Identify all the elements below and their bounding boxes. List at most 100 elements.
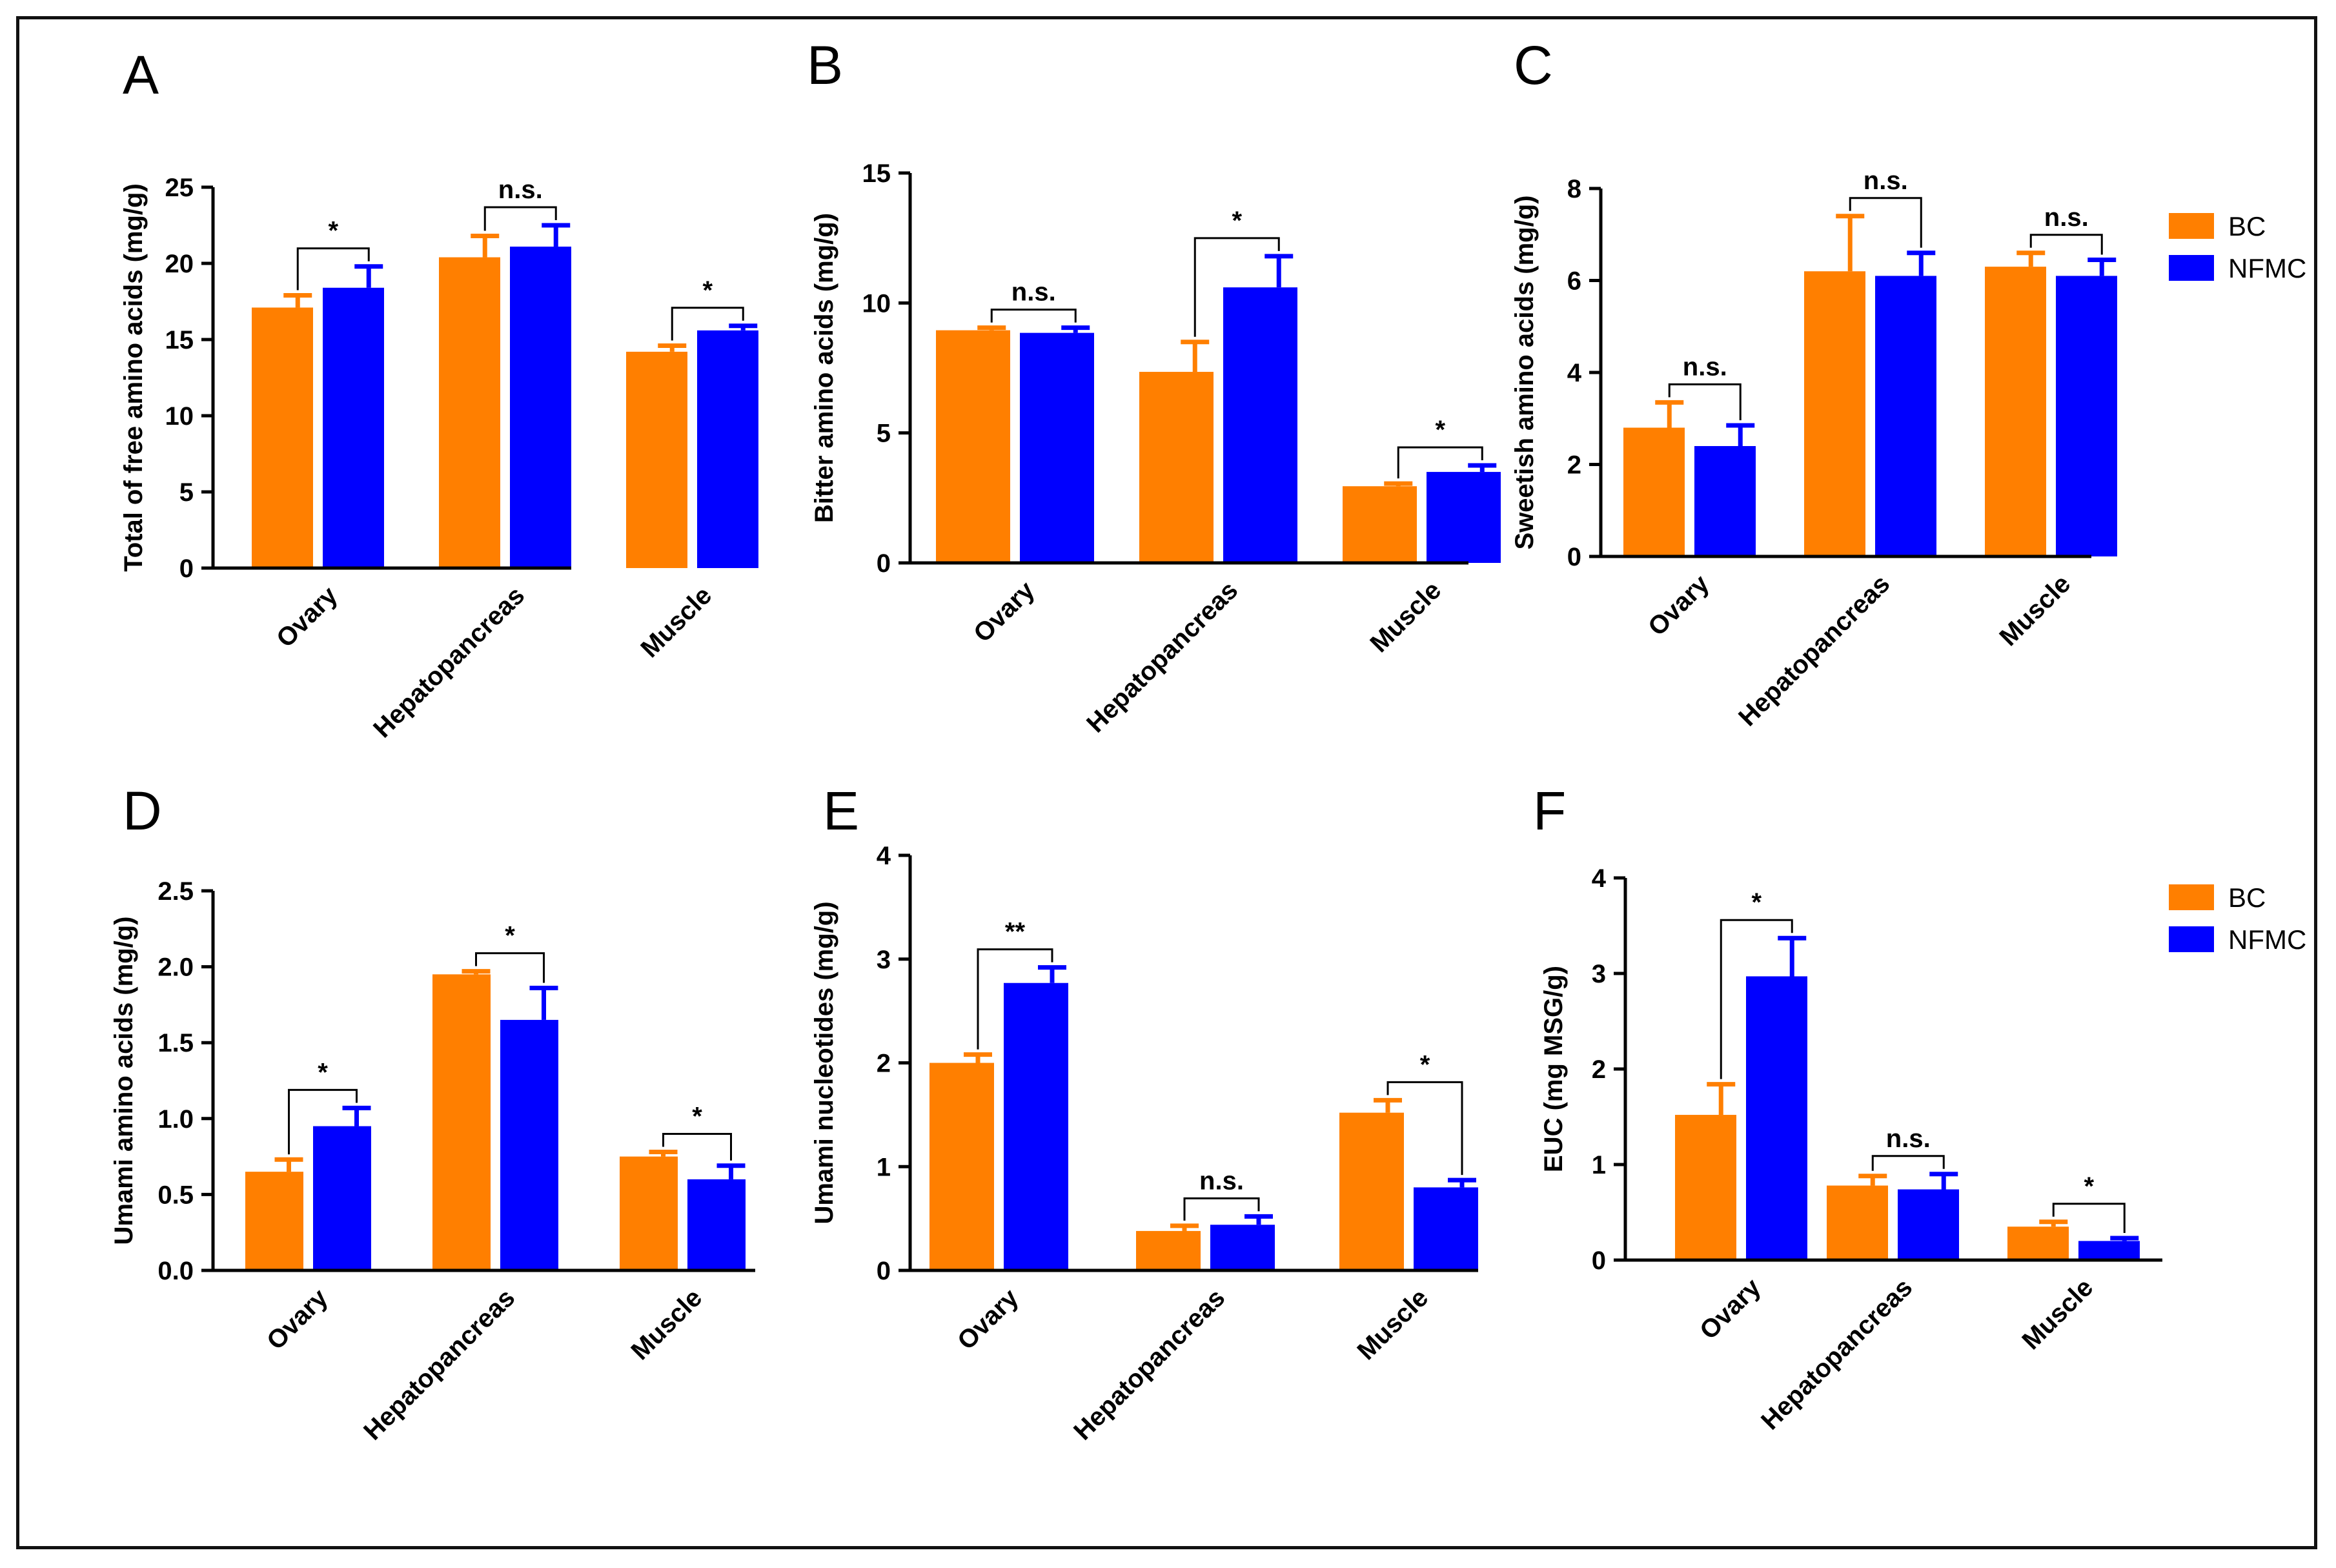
category-label-hepatopancreas: Hepatopancreas: [1733, 569, 1895, 731]
significance-label: *: [1420, 1050, 1430, 1079]
significance-label: n.s.: [1886, 1125, 1931, 1153]
bar-bc-hepatopancreas: [1136, 1230, 1201, 1270]
legend-swatch-nfmc: [2169, 926, 2214, 952]
bar-nfmc-hepatopancreas: [510, 247, 571, 568]
panel-E: E ** Ovary n.s. Hepatopancreas * Muscle 0 1 2 3 4 Um…: [810, 780, 1478, 1445]
significance-label: *: [1751, 888, 1762, 917]
panel-D: D * Ovary * Hepatopancreas * Muscle 0.0 0.5 1.0 1.…: [110, 780, 755, 1445]
category-label-muscle: Muscle: [2016, 1273, 2098, 1355]
bar-nfmc-ovary: [1020, 332, 1094, 563]
bar-nfmc-muscle: [2078, 1241, 2140, 1260]
y-axis-title: Umami nucleotides (mg/g): [810, 901, 838, 1224]
y-tick-label: 25: [165, 174, 194, 202]
y-tick-label: 2.0: [157, 953, 194, 982]
y-tick-label: 0: [1592, 1247, 1606, 1275]
bar-bc-hepatopancreas: [1139, 372, 1214, 563]
panel-F: F * Ovary n.s. Hepatopancreas * Muscle 0 1 2 3 4 EUC…: [1533, 780, 2162, 1435]
y-tick-label: 0: [179, 555, 194, 583]
figure-frame: [16, 16, 2317, 1549]
y-tick-label: 10: [862, 289, 891, 318]
bar-bc-hepatopancreas: [432, 974, 491, 1270]
legend-2: BC NFMC: [2169, 882, 2306, 955]
significance-label: n.s.: [1864, 167, 1908, 195]
bar-bc-hepatopancreas: [439, 257, 500, 568]
category-label-ovary: Ovary: [952, 1283, 1024, 1356]
y-tick-label: 1: [1592, 1151, 1606, 1179]
y-tick-label: 15: [165, 326, 194, 354]
significance-bracket: [1720, 919, 1793, 1079]
significance-bracket: [2052, 1203, 2126, 1233]
category-label-ovary: Ovary: [1643, 569, 1715, 642]
legend-label-nfmc: NFMC: [2228, 253, 2306, 283]
category-label-hepatopancreas: Hepatopancreas: [1756, 1273, 1918, 1435]
significance-label: *: [328, 217, 338, 245]
bar-nfmc-muscle: [687, 1179, 746, 1270]
significance-bracket: [990, 309, 1077, 323]
y-tick-label: 0: [877, 549, 891, 578]
y-tick-label: 5: [179, 478, 194, 507]
significance-label: n.s.: [1683, 352, 1727, 381]
y-tick-label: 0.0: [157, 1257, 194, 1285]
bar-bc-ovary: [245, 1172, 303, 1270]
panel-letter-A: A: [123, 45, 159, 105]
bar-nfmc-muscle: [2056, 276, 2117, 556]
bar-bc-ovary: [252, 307, 313, 568]
y-tick-label: 4: [1592, 864, 1607, 893]
significance-label: **: [1005, 918, 1026, 946]
y-tick-label: 10: [165, 402, 194, 431]
bar-bc-hepatopancreas: [1827, 1185, 1888, 1260]
significance-bracket: [483, 206, 557, 231]
significance-bracket: [296, 247, 370, 290]
significance-label: *: [692, 1103, 702, 1131]
bar-nfmc-ovary: [313, 1126, 371, 1270]
panel-letter-D: D: [123, 780, 162, 841]
category-label-muscle: Muscle: [1365, 576, 1447, 658]
significance-label: n.s.: [1199, 1166, 1244, 1195]
bar-nfmc-ovary: [323, 287, 384, 568]
legend-swatch-bc: [2169, 884, 2214, 910]
legend-label-nfmc: NFMC: [2228, 924, 2306, 955]
y-tick-label: 2: [877, 1050, 891, 1078]
significance-bracket: [288, 1088, 358, 1155]
bar-nfmc-ovary: [1004, 983, 1068, 1270]
y-tick-label: 2.5: [157, 877, 194, 906]
significance-label: n.s.: [498, 176, 543, 204]
bar-bc-ovary: [1623, 427, 1685, 556]
y-tick-label: 1: [877, 1153, 891, 1181]
bar-bc-muscle: [626, 351, 687, 568]
y-axis-title: Bitter amino acids (mg/g): [810, 213, 838, 523]
category-label-ovary: Ovary: [1694, 1273, 1767, 1345]
significance-label: *: [2084, 1172, 2094, 1201]
significance-label: n.s.: [2044, 203, 2089, 232]
y-tick-label: 0: [1567, 543, 1581, 571]
y-tick-label: 20: [165, 250, 194, 278]
significance-label: *: [702, 276, 713, 305]
panel-letter-E: E: [823, 780, 859, 841]
significance-label: n.s.: [1011, 278, 1056, 307]
y-axis-title: EUC (mg MSG/g): [1539, 966, 1568, 1172]
bar-nfmc-muscle: [1414, 1187, 1478, 1270]
significance-bracket: [1386, 1081, 1463, 1176]
panel-letter-B: B: [807, 35, 843, 96]
y-axis-title: Sweetish amino acids (mg/g): [1510, 195, 1539, 549]
y-tick-label: 2: [1592, 1055, 1606, 1084]
category-label-hepatopancreas: Hepatopancreas: [1068, 1283, 1230, 1445]
significance-bracket: [1397, 446, 1483, 479]
significance-label: *: [1435, 416, 1445, 444]
bar-bc-muscle: [620, 1156, 678, 1270]
legend-1: BC NFMC: [2169, 211, 2306, 283]
bar-bc-muscle: [1343, 486, 1417, 563]
bar-bc-muscle: [2007, 1227, 2069, 1260]
y-axis-title: Umami amino acids (mg/g): [110, 917, 138, 1245]
panel-C: Cn.s. Ovary n.s. Hepatopancreas n.s. Muscle 0 2…: [1510, 35, 2117, 731]
bar-bc-ovary: [929, 1063, 994, 1270]
legend-swatch-bc: [2169, 213, 2214, 239]
bar-nfmc-muscle: [1427, 472, 1501, 563]
y-tick-label: 4: [1567, 359, 1582, 387]
category-label-muscle: Muscle: [1352, 1283, 1434, 1365]
bar-bc-muscle: [1985, 267, 2046, 556]
y-tick-label: 4: [877, 842, 891, 870]
significance-bracket: [662, 1133, 732, 1161]
y-tick-label: 1.5: [157, 1029, 194, 1057]
y-tick-label: 3: [877, 946, 891, 974]
